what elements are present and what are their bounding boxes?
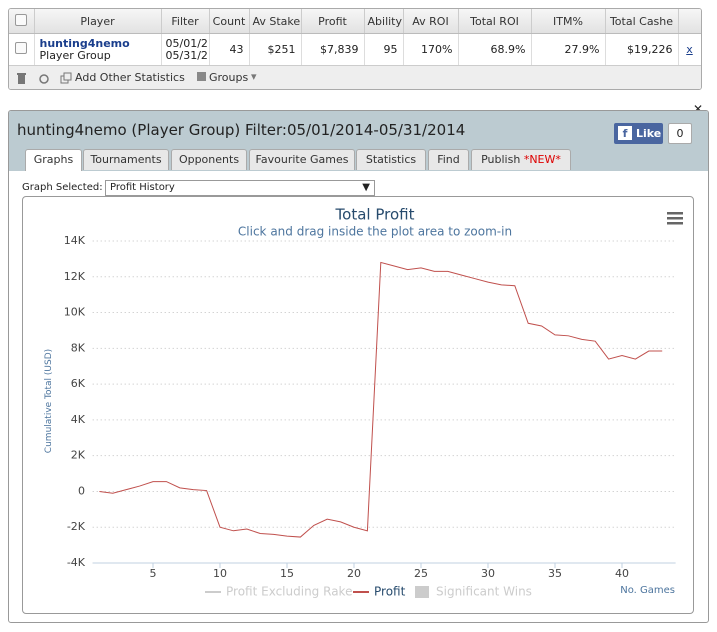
checkbox[interactable] (15, 42, 28, 54)
tab[interactable]: Tournaments (83, 149, 169, 170)
y-tick-label: 10K (64, 306, 86, 319)
tab[interactable]: Favourite Games (249, 149, 355, 170)
groups-menu[interactable]: Groups (209, 71, 249, 84)
header: Count (209, 9, 250, 34)
tab-label: Publish (481, 153, 521, 166)
add-statistics[interactable]: Add Other Statistics (75, 71, 185, 84)
header: Ability (364, 9, 404, 34)
toolbar-icons[interactable] (17, 72, 77, 86)
y-tick-label: 2K (71, 449, 86, 462)
y-tick-label: 8K (71, 341, 86, 354)
cell: $19,226 (605, 33, 679, 65)
legend-item: Profit (374, 585, 406, 599)
cell: 27.9% (531, 33, 606, 65)
header: Av Stake (249, 9, 302, 34)
header: Total ROI (458, 9, 532, 34)
legend-item: Profit Excluding Rake (226, 585, 352, 599)
x-tick-label: 30 (481, 567, 495, 580)
header: Total Cashe (605, 9, 679, 34)
tab[interactable]: Publish *NEW* (471, 149, 571, 170)
cell: 95 (364, 33, 404, 65)
cell: 170% (403, 33, 459, 65)
panel: hunting4nemo (Player Group) Filter:05/01… (8, 110, 709, 623)
header: ITM% (531, 9, 606, 34)
new-badge: *NEW* (523, 153, 561, 166)
filter: 05/01/2 (165, 36, 208, 50)
like-text: Like (636, 127, 662, 140)
y-tick-label: -4K (67, 556, 86, 569)
cell: 68.9% (458, 33, 532, 65)
tab[interactable]: Find (428, 149, 469, 170)
panel-header: hunting4nemo (Player Group) Filter:05/01… (9, 111, 708, 171)
dropdown-arrow: ▾ (251, 70, 257, 83)
like-count: 0 (668, 123, 692, 144)
graph-selected: Profit History (110, 182, 175, 193)
legend-symbol (415, 586, 429, 598)
tab[interactable]: Graphs (25, 149, 82, 171)
like-button[interactable]: f Like (614, 123, 663, 144)
player-group: Player Group (39, 48, 111, 62)
y-tick-label: 12K (64, 270, 86, 283)
x-tick-label: 5 (150, 567, 157, 580)
chart: Total Profit Click and drag inside the p… (44, 206, 683, 599)
x-tick-label: 25 (414, 567, 428, 580)
y-tick-label: -2K (67, 520, 86, 533)
graph-selected-label: Graph Selected: (22, 182, 103, 193)
menu-icon[interactable] (667, 212, 683, 225)
x-tick-label: 10 (213, 567, 227, 580)
y-tick-label: 4K (71, 413, 86, 426)
line (99, 261, 663, 538)
stats-table: Player Filter Count Av Stake Profit Abil… (9, 9, 701, 65)
toolbar: Add Other Statistics Groups ▾ (9, 65, 701, 89)
close[interactable]: ✕ (693, 102, 704, 116)
legend-item: Significant Wins (436, 585, 532, 599)
x-tick-label: 15 (280, 567, 294, 580)
remove-link[interactable]: x (678, 33, 701, 65)
panel-title: hunting4nemo (Player Group) Filter:05/01… (17, 121, 466, 139)
header: Profit (301, 9, 365, 34)
tab[interactable]: Statistics (356, 149, 426, 170)
x-tick-label: 40 (615, 567, 629, 580)
player-link[interactable]: hunting4nemo (39, 36, 130, 50)
x-axis-label: No. Games (620, 585, 675, 596)
graph-select[interactable]: Profit History ▼ (105, 180, 375, 196)
header: Filter (161, 9, 210, 34)
x-tick-label: 20 (347, 567, 361, 580)
tab[interactable]: Opponents (171, 149, 247, 170)
chart-title: Total Profit (335, 206, 415, 224)
y-axis-label: Cumulative Total (USD) (44, 349, 54, 453)
y-tick-label: 6K (71, 377, 86, 390)
chart-subtitle: Click and drag inside the plot area to z… (238, 225, 512, 239)
chart-box: Total Profit Click and drag inside the p… (22, 196, 694, 614)
cell: 43 (209, 33, 250, 65)
cell: $7,839 (301, 33, 365, 65)
x-tick-label: 35 (548, 567, 562, 580)
stats-box: Player Filter Count Av Stake Profit Abil… (8, 8, 702, 90)
header: Player (34, 9, 162, 34)
filter: 05/31/2 (165, 48, 208, 62)
y-tick-label: 14K (64, 234, 86, 247)
cell: $251 (249, 33, 302, 65)
y-tick-label: 0 (78, 484, 85, 497)
header: Av ROI (403, 9, 459, 34)
groups-icon (197, 72, 206, 81)
checkbox[interactable] (15, 13, 28, 26)
